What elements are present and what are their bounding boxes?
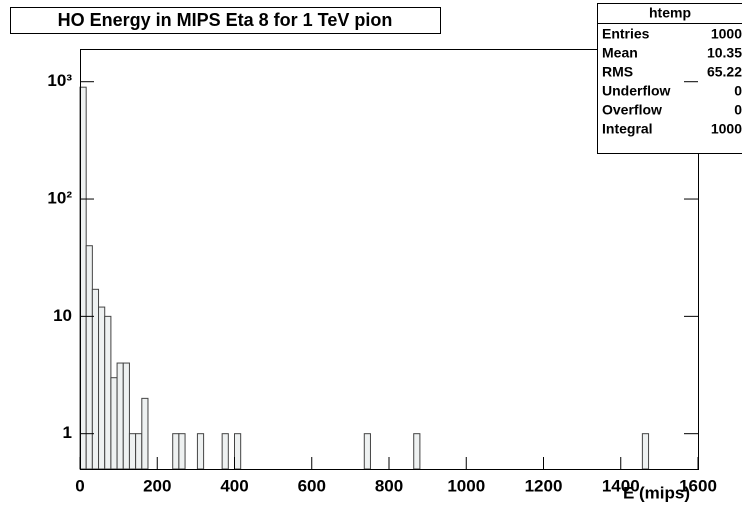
histogram-bar xyxy=(221,433,229,470)
stats-label: Mean xyxy=(602,45,638,61)
histogram-bar xyxy=(234,433,242,470)
stats-value: 65.22 xyxy=(707,64,742,80)
stats-label: Entries xyxy=(602,26,650,42)
stats-value: 1000 xyxy=(711,26,742,42)
x-axis-label: E (mips) xyxy=(623,483,690,502)
histogram-bar xyxy=(196,433,205,470)
y-tick-label: 1 xyxy=(63,423,72,442)
x-tick-label: 1000 xyxy=(447,476,485,495)
histogram-bar xyxy=(135,433,143,470)
histogram-bar xyxy=(85,245,93,470)
x-tick-label: 1200 xyxy=(525,476,563,495)
histogram-bar xyxy=(104,315,112,470)
x-tick-label: 1600 xyxy=(679,476,717,495)
stats-title: htemp xyxy=(649,5,691,21)
stats-label: Integral xyxy=(602,121,653,137)
x-tick-label: 0 xyxy=(75,476,84,495)
stats-box xyxy=(597,3,742,154)
x-tick-label: 200 xyxy=(143,476,171,495)
histogram-bar xyxy=(116,362,124,470)
histogram-bar xyxy=(98,306,106,470)
chart-title: HO Energy in MIPS Eta 8 for 1 TeV pion xyxy=(58,10,393,30)
histogram-bar xyxy=(363,433,371,470)
stats-value: 10.35 xyxy=(707,45,742,61)
y-tick-label: 10 xyxy=(53,306,72,325)
x-tick-label: 800 xyxy=(375,476,403,495)
histogram-bar xyxy=(413,433,421,470)
stats-rows: Entries 1000 Mean 10.35 RMS 65.22 Underflow 0 Ov… xyxy=(602,26,742,137)
x-tick-label: 1400 xyxy=(602,476,640,495)
stats-label: Overflow xyxy=(602,102,662,118)
plot-frame xyxy=(80,49,699,470)
stats-value: 0 xyxy=(734,83,742,99)
histogram-bar xyxy=(178,433,186,470)
histogram-bar xyxy=(128,433,137,470)
histogram-bar xyxy=(110,377,118,470)
histogram-bar xyxy=(122,362,130,470)
stats-label: RMS xyxy=(602,64,633,80)
histogram-bar xyxy=(141,397,149,470)
y-tick-label: 10² xyxy=(47,189,72,208)
x-tick-label: 600 xyxy=(298,476,326,495)
histogram-bar xyxy=(172,433,180,470)
stats-value: 0 xyxy=(734,102,742,118)
y-tick-label: 10³ xyxy=(47,71,72,90)
stats-value: 1000 xyxy=(711,121,742,137)
stats-label: Underflow xyxy=(602,83,671,99)
x-tick-label: 400 xyxy=(220,476,248,495)
title-box xyxy=(10,7,441,34)
histogram-bar xyxy=(641,433,650,470)
